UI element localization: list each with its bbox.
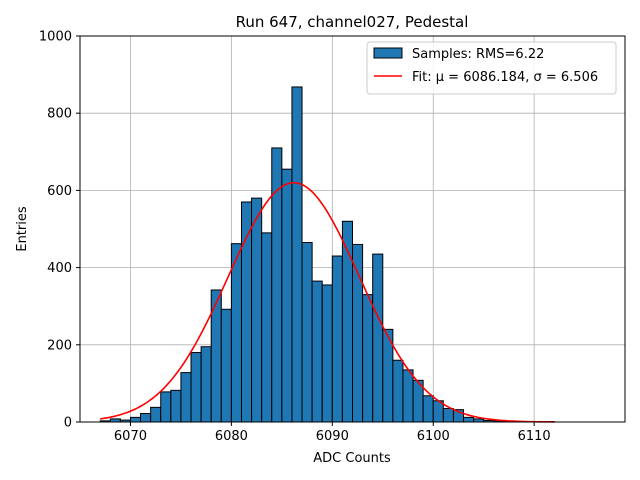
legend-box — [366, 41, 617, 95]
histogram-bar — [230, 243, 242, 423]
histogram-bar — [442, 407, 454, 423]
legend-label-fit: Fit: μ = 6086.184, σ = 6.506 — [412, 70, 598, 85]
histogram-bar — [220, 308, 232, 423]
histogram-bar — [160, 391, 172, 423]
histogram-bar — [372, 253, 384, 423]
histogram-bar — [402, 369, 414, 423]
histogram-bar — [311, 280, 323, 423]
histogram-bar — [180, 372, 192, 423]
legend: Samples: RMS=6.22 Fit: μ = 6086.184, σ =… — [366, 41, 617, 95]
legend-label-samples: Samples: RMS=6.22 — [412, 47, 544, 62]
histogram-bar — [261, 232, 273, 423]
legend-swatch-samples — [373, 47, 403, 59]
histogram-bar — [392, 359, 404, 423]
histogram-bar — [422, 395, 434, 423]
x-tick-label: 6090 — [316, 429, 349, 444]
histogram-bar — [251, 197, 263, 423]
x-tick-label: 6070 — [114, 429, 147, 444]
x-tick-label: 6080 — [215, 429, 248, 444]
fit-curve — [100, 181, 555, 423]
histogram-bar — [331, 255, 343, 423]
histogram-bar — [301, 242, 313, 423]
x-tick-label: 6100 — [417, 429, 450, 444]
plot-area-frame — [79, 35, 626, 423]
chart-title: Run 647, channel027, Pedestal — [236, 13, 469, 31]
histogram-bar — [170, 389, 182, 423]
histogram-bar — [281, 168, 293, 423]
histogram-bar — [140, 413, 152, 423]
histogram-bar — [240, 201, 253, 423]
histogram-bar — [150, 406, 162, 423]
y-tick-label: 0 — [64, 416, 72, 431]
y-tick-label: 200 — [47, 338, 72, 353]
histogram-bar — [200, 346, 212, 423]
histogram-bar — [291, 86, 303, 423]
y-axis-label: Entries — [15, 206, 30, 252]
y-tick-label: 400 — [47, 261, 72, 276]
histogram-bar — [190, 352, 202, 423]
y-axis-ticks: 0 200 400 600 800 1000 — [39, 30, 80, 431]
histogram-bar — [271, 147, 283, 423]
y-tick-label: 1000 — [39, 30, 72, 45]
x-axis-label: ADC Counts — [313, 451, 391, 466]
histogram-bar — [463, 416, 475, 423]
histogram-bar — [362, 294, 374, 423]
histogram-bar — [129, 416, 142, 423]
y-tick-label: 800 — [47, 107, 72, 122]
x-tick-label: 6110 — [518, 429, 551, 444]
y-tick-label: 600 — [47, 184, 72, 199]
histogram-bar — [321, 284, 333, 423]
x-axis-ticks: 6070 6080 6090 6100 6110 — [114, 422, 551, 444]
